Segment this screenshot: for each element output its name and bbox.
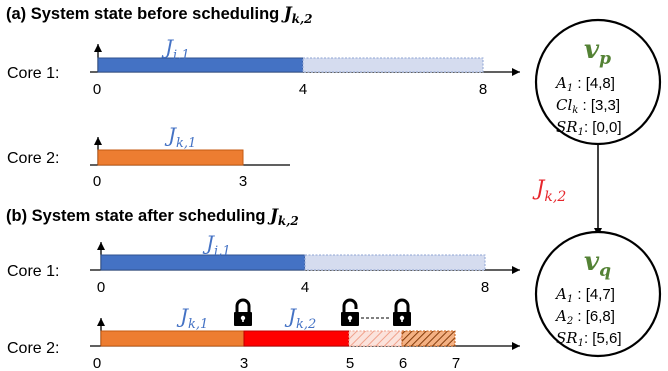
node-vq-label: vq xyxy=(584,247,611,281)
lock-icon-2 xyxy=(391,298,413,328)
tick-b-c2-7: 7 xyxy=(452,355,460,371)
node-vq-row-1: A1 : [4,7] xyxy=(554,285,615,305)
job-k1-label-b: Jk,1 xyxy=(176,304,208,332)
node-vq xyxy=(534,230,662,358)
job-i1-label-b: Ji,1 xyxy=(202,231,231,259)
job-k2-bar xyxy=(243,330,350,347)
unlock-icon xyxy=(339,298,361,328)
core1-a-available-bar xyxy=(302,57,484,73)
node-vp-row-3: SR1: [0,0] xyxy=(556,118,621,138)
core1-b-available-bar xyxy=(304,254,486,271)
core1-label-b: Core 1: xyxy=(7,263,59,280)
job-k1-bar-a xyxy=(97,149,244,166)
job-i1-bar-a xyxy=(97,57,304,73)
tick-b-c2-6: 6 xyxy=(399,355,407,371)
tick-b-c2-5: 5 xyxy=(346,355,354,371)
job-i1-bar-b xyxy=(100,254,306,271)
job-k1-bar-b xyxy=(100,330,245,347)
tick-a-c1-0: 0 xyxy=(93,81,101,98)
tick-a-c2-0: 0 xyxy=(93,173,101,190)
tick-a-c1-4: 4 xyxy=(299,81,307,98)
critical-section-dark xyxy=(401,330,456,347)
tick-a-c2-3: 3 xyxy=(239,173,247,190)
job-i1-label-a: Ji,1 xyxy=(161,35,190,63)
tick-a-c1-8: 8 xyxy=(479,81,487,98)
node-vq-row-3: SR1: [5,6] xyxy=(556,329,621,349)
node-vp-row-1: A1 : [4,8] xyxy=(554,74,615,94)
core1-label-a: Core 1: xyxy=(7,65,59,82)
tick-b-c2-3: 3 xyxy=(240,355,248,371)
node-vp-label: vp xyxy=(584,35,611,69)
tick-b-c2-0: 0 xyxy=(93,355,101,371)
job-k1-label-a: Jk,1 xyxy=(164,123,196,151)
section-b-title: (b) System state after scheduling Jk,2 xyxy=(6,206,299,228)
edge-label: Jk,2 xyxy=(532,176,566,205)
core2-label-a: Core 2: xyxy=(7,150,59,167)
job-k2-label-b: Jk,2 xyxy=(284,304,316,332)
lock-icon xyxy=(232,298,254,328)
critical-section-light xyxy=(348,330,403,347)
node-vp-row-2: Clk : [3,3] xyxy=(556,96,620,116)
core2-label-b: Core 2: xyxy=(7,340,59,357)
node-vq-row-2: A2 : [6,8] xyxy=(554,307,615,327)
tick-b-c1-0: 0 xyxy=(97,279,105,296)
section-a-title: (a) System state before scheduling Jk,2 xyxy=(6,4,312,26)
tick-b-c1-4: 4 xyxy=(301,279,309,296)
tick-b-c1-8: 8 xyxy=(481,279,489,296)
